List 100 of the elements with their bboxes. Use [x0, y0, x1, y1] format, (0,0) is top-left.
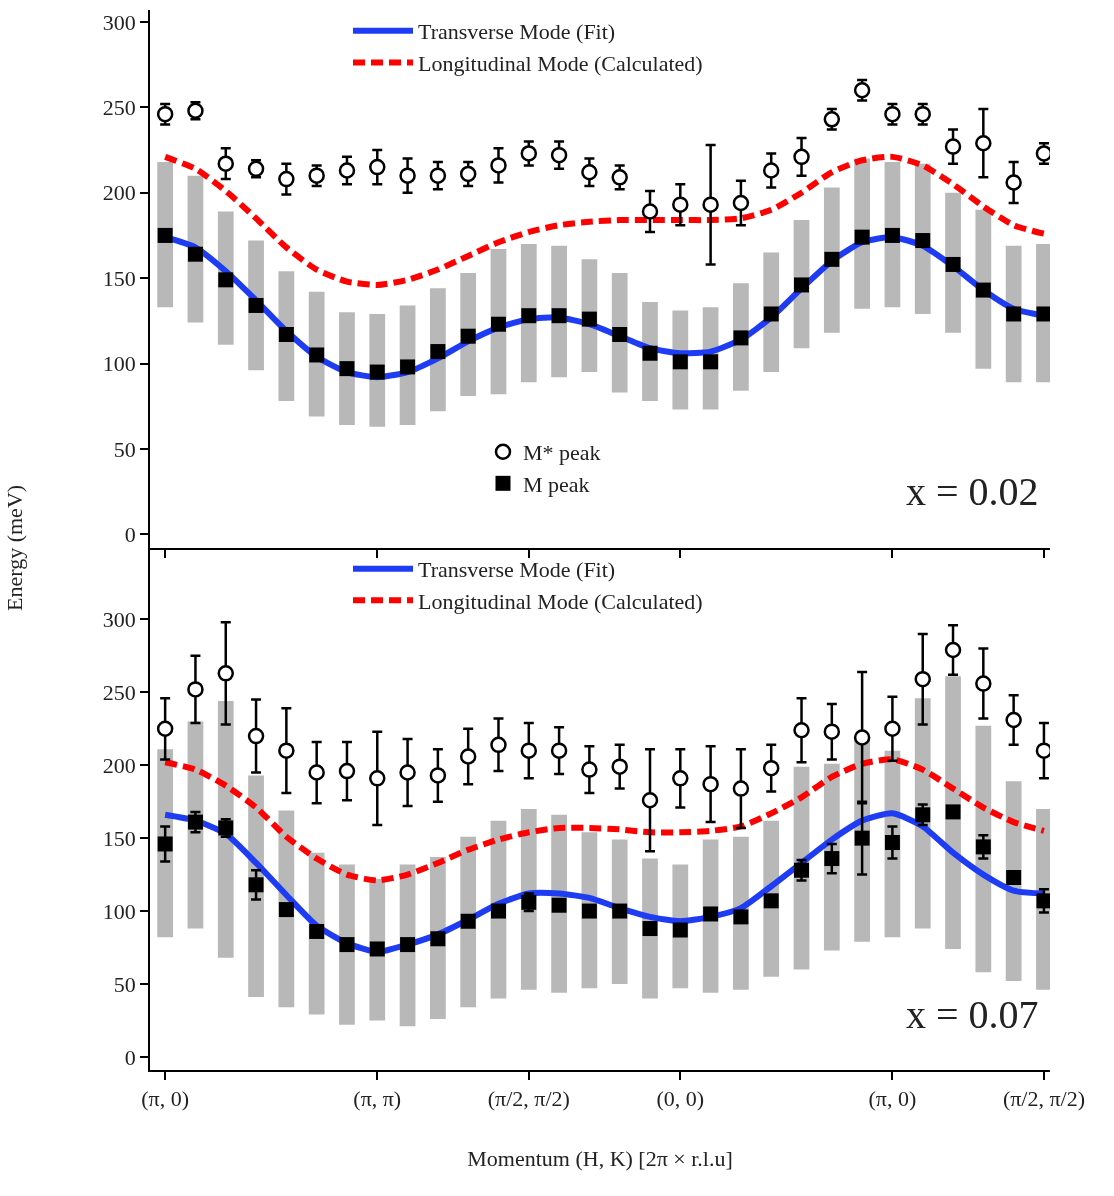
point [702, 775, 719, 793]
point [945, 256, 961, 272]
point [581, 163, 598, 181]
point [642, 345, 658, 361]
legend-label: Transverse Mode (Fit) [418, 557, 616, 583]
point [369, 770, 386, 787]
bar [611, 839, 628, 984]
point [975, 282, 991, 298]
point [399, 167, 416, 184]
point [459, 748, 477, 765]
point [338, 162, 356, 179]
point [520, 742, 538, 759]
point [309, 923, 325, 939]
point [581, 761, 598, 778]
y-tick-label: 50 [113, 971, 136, 997]
x-tick-label: (π, π) [353, 1086, 402, 1112]
point [278, 170, 295, 188]
legend-label: Longitudinal Mode (Calculated) [418, 588, 703, 614]
point [217, 155, 235, 172]
point [430, 344, 446, 360]
bar [823, 187, 840, 333]
x-tick-label: (0, 0) [656, 1086, 705, 1112]
point [430, 931, 446, 947]
point [550, 146, 568, 164]
legend-label: M peak [523, 471, 590, 497]
point [338, 762, 356, 780]
point [944, 641, 962, 659]
point [915, 807, 931, 823]
point [400, 359, 416, 375]
y-tick-label: 50 [113, 436, 136, 462]
point [490, 316, 506, 332]
bar [520, 243, 537, 383]
point [429, 767, 447, 784]
point [520, 145, 538, 162]
point [642, 921, 658, 937]
point [914, 670, 931, 688]
point [975, 675, 992, 692]
point [157, 227, 173, 243]
y-tick-label: 100 [102, 898, 136, 924]
point [278, 902, 294, 918]
point [703, 354, 719, 370]
point [581, 311, 597, 327]
point [793, 721, 810, 739]
x-axis-title: Momentum (H, K) [2π × r.l.u] [467, 1145, 733, 1171]
point [309, 347, 325, 363]
x-tick-label: (π/2, π/2) [487, 1086, 570, 1112]
point [612, 326, 628, 342]
point [794, 277, 810, 293]
point [945, 804, 961, 820]
point [157, 836, 173, 852]
point [1036, 306, 1050, 322]
point [915, 233, 931, 249]
point [672, 354, 688, 370]
point [187, 246, 203, 262]
point [1036, 893, 1050, 909]
point [1005, 174, 1022, 191]
point [278, 742, 295, 759]
legend-label: M* peak [523, 440, 601, 466]
point [248, 877, 264, 893]
y-axis-title: Energy (meV) [2, 484, 28, 611]
point [884, 227, 900, 243]
point [611, 758, 628, 775]
y-tick-label: 0 [124, 521, 136, 547]
point [400, 937, 416, 953]
point [551, 897, 567, 913]
point [733, 330, 749, 346]
point [975, 134, 992, 152]
y-tick-label: 250 [102, 680, 136, 706]
point [156, 720, 174, 738]
point [490, 736, 507, 754]
point [762, 162, 780, 179]
point [944, 138, 962, 155]
point [824, 851, 840, 867]
point [853, 82, 871, 99]
point [672, 922, 688, 938]
point [369, 158, 386, 176]
point [824, 251, 840, 267]
point [1035, 145, 1050, 162]
y-tick-label: 150 [102, 825, 136, 851]
point [278, 326, 294, 342]
point [187, 681, 204, 698]
point [672, 770, 689, 787]
bar [945, 676, 961, 949]
point [794, 862, 810, 878]
point [460, 328, 476, 344]
point [339, 361, 355, 377]
point [247, 727, 265, 745]
point [248, 297, 264, 313]
annotation: x = 0.07 [906, 992, 1039, 1037]
x-tick-label: (π/2, π/2) [1002, 1086, 1085, 1112]
point [1006, 870, 1022, 886]
point [612, 903, 628, 919]
point [641, 791, 659, 809]
point [399, 764, 416, 781]
point [490, 903, 506, 919]
point [702, 196, 719, 213]
y-tick-label: 300 [102, 607, 136, 633]
bar [702, 839, 719, 993]
point [975, 839, 991, 855]
point [551, 308, 567, 324]
